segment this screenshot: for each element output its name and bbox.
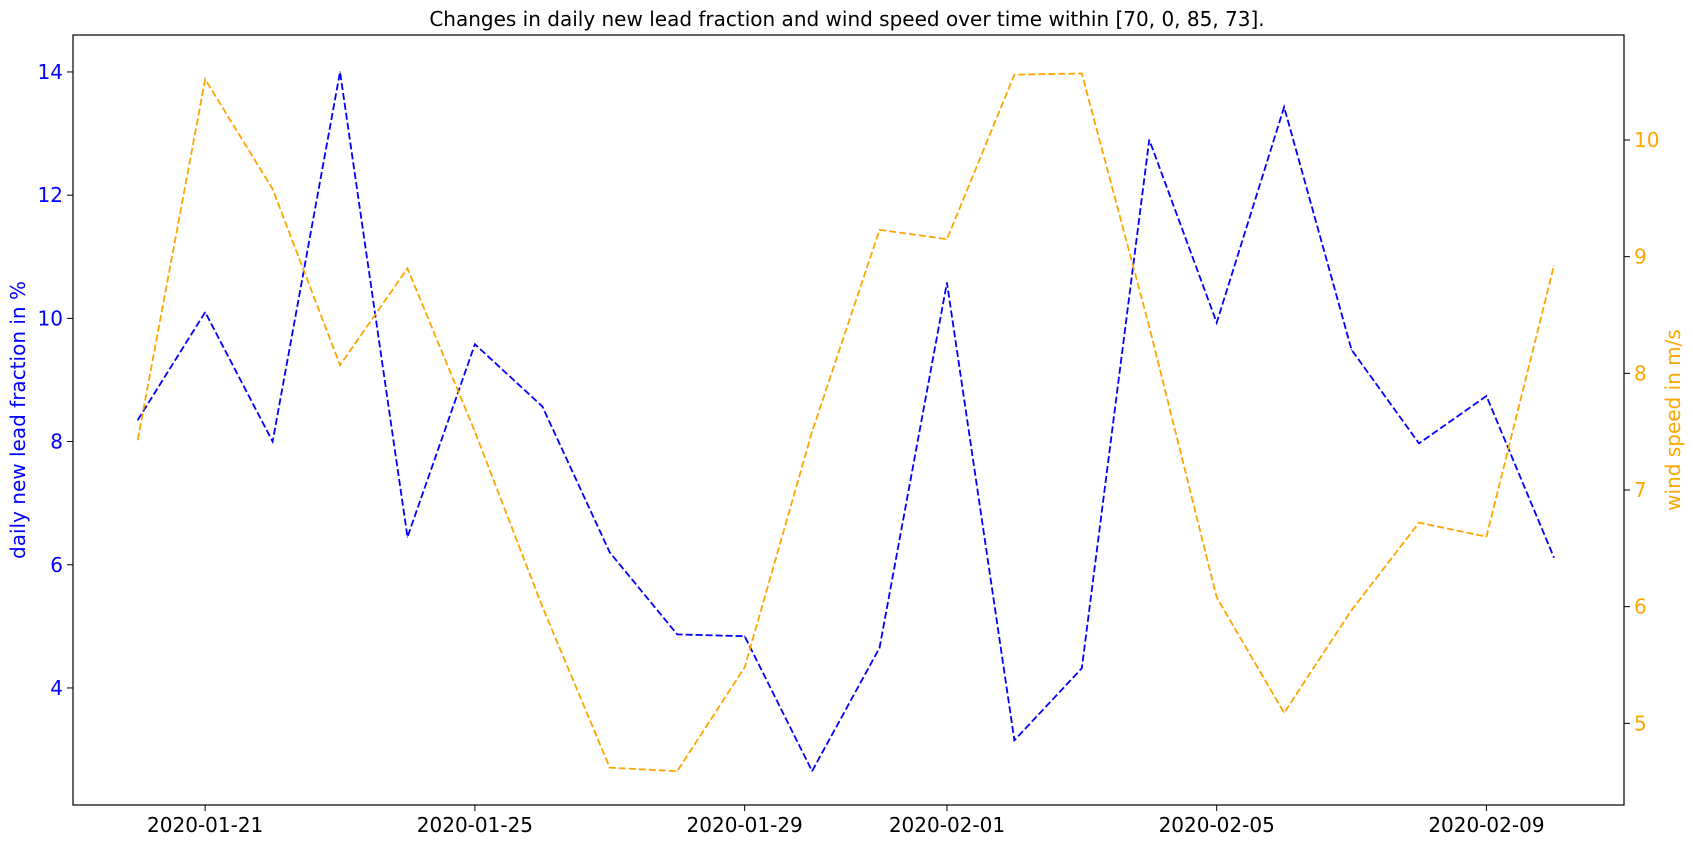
lead-fraction-point xyxy=(1553,556,1555,558)
series-layer xyxy=(136,71,1555,774)
lead-fraction-point xyxy=(1081,667,1083,669)
lead-fraction-point xyxy=(339,71,341,73)
y-right-tick-label: 8 xyxy=(1634,361,1647,385)
y-right-tick-label: 6 xyxy=(1634,595,1647,619)
lead-fraction-point xyxy=(1283,106,1285,108)
wind-speed-point xyxy=(676,770,678,772)
wind-speed-point xyxy=(1553,265,1555,267)
wind-speed-point xyxy=(272,188,274,190)
wind-speed-point xyxy=(744,666,746,668)
wind-speed-series-line xyxy=(136,72,1555,773)
x-tick-label: 2020-01-25 xyxy=(417,813,533,837)
lead-fraction-series-line xyxy=(136,71,1555,774)
wind-speed-point xyxy=(609,767,611,769)
wind-speed-point xyxy=(1350,609,1353,611)
x-tick-label: 2020-02-05 xyxy=(1159,813,1275,837)
lead-fraction-point xyxy=(878,647,881,649)
x-tick-label: 2020-01-29 xyxy=(687,813,803,837)
wind-speed-point xyxy=(1418,522,1420,524)
x-tick-label: 2020-02-09 xyxy=(1428,813,1544,837)
wind-speed-point xyxy=(204,78,206,80)
x-tick-label: 2020-02-01 xyxy=(889,813,1005,837)
plot-frame xyxy=(72,34,1625,806)
x-tick-label: 2020-01-21 xyxy=(147,813,263,837)
lead-fraction-point xyxy=(1418,442,1420,445)
wind-speed-point xyxy=(406,267,409,269)
lead-fraction-point xyxy=(1013,739,1015,741)
wind-speed-point xyxy=(811,431,813,433)
y-left-tick-label: 8 xyxy=(50,430,63,454)
y-axis-left: 4 6 8 10 12 14 xyxy=(38,60,73,700)
y-left-tick-label: 14 xyxy=(38,60,63,84)
wind-speed-point xyxy=(946,238,948,240)
lead-fraction-point xyxy=(406,536,409,538)
y-axis-right: 5 6 7 8 9 10 xyxy=(1624,128,1659,735)
lead-fraction-point xyxy=(541,405,543,408)
wind-speed-point xyxy=(541,606,543,608)
lead-fraction-point xyxy=(137,419,139,421)
wind-speed-point xyxy=(137,439,139,441)
y-axis-right-label: wind speed in m/s xyxy=(1661,329,1685,511)
lead-fraction-point xyxy=(1350,349,1353,351)
y-left-tick-label: 10 xyxy=(38,306,63,330)
wind-speed-point xyxy=(474,431,476,433)
lead-fraction-point xyxy=(1485,395,1488,397)
lead-fraction-point xyxy=(744,635,746,637)
y-right-tick-label: 10 xyxy=(1634,128,1659,152)
lead-fraction-point xyxy=(946,282,948,284)
lead-fraction-point xyxy=(272,440,274,443)
lead-fraction-point xyxy=(609,551,611,554)
lead-fraction-point xyxy=(1216,322,1218,324)
lead-fraction-point xyxy=(811,770,813,772)
x-axis: 2020-01-21 2020-01-25 2020-01-29 2020-02-01… xyxy=(147,805,1545,837)
y-left-tick-label: 4 xyxy=(50,676,63,700)
chart-title: Changes in daily new lead fraction and w… xyxy=(429,7,1264,31)
wind-speed-point xyxy=(1283,712,1285,714)
lead-fraction-point xyxy=(204,311,206,313)
wind-speed-point xyxy=(1081,72,1083,75)
y-right-tick-label: 7 xyxy=(1634,478,1647,502)
lead-fraction-point xyxy=(1148,139,1150,141)
y-right-tick-label: 5 xyxy=(1634,711,1647,735)
wind-speed-point xyxy=(1148,326,1150,328)
wind-speed-point xyxy=(878,229,881,231)
y-left-tick-label: 12 xyxy=(38,183,63,207)
y-axis-left-label: daily new lead fraction in % xyxy=(6,281,30,559)
lead-fraction-point xyxy=(474,343,476,345)
wind-speed-point xyxy=(339,364,341,366)
y-right-tick-label: 9 xyxy=(1634,245,1647,269)
lead-fraction-point xyxy=(676,633,678,635)
wind-speed-point xyxy=(1485,536,1488,538)
y-left-tick-label: 6 xyxy=(50,553,63,577)
wind-speed-point xyxy=(1013,74,1015,76)
wind-speed-point xyxy=(1216,596,1218,598)
